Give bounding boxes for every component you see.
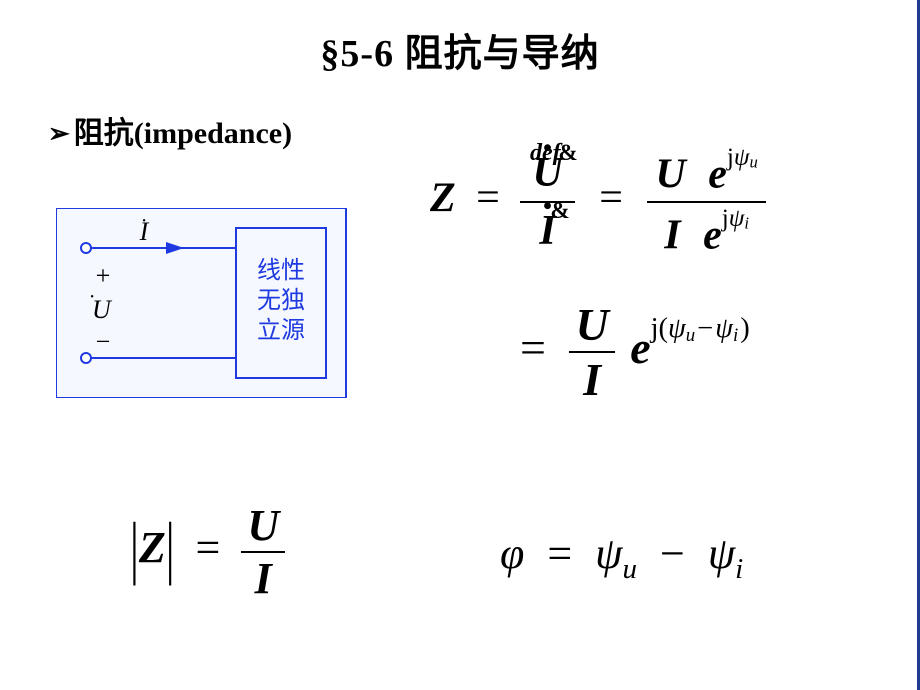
eq1-amp-i: & — [550, 197, 569, 224]
equation-1: Z = U & I & = U ejψu I ejψi — [430, 142, 766, 261]
terminal-minus: − — [94, 327, 112, 356]
eq2-I: I — [583, 354, 601, 405]
eq2-j: j — [651, 313, 659, 344]
eq1-amp-u: & — [558, 139, 577, 166]
eq1-psii-sub-bot: i — [744, 213, 749, 232]
eq4-psii-sub: i — [735, 553, 743, 585]
eq1-equals-2: = — [599, 175, 623, 221]
eq1-equals-1: = — [476, 175, 500, 221]
box-label-1: 线性 — [257, 257, 305, 284]
section-header-text: 阻抗(impedance) — [74, 117, 292, 150]
eq1-j-bot: j — [722, 205, 729, 232]
eq1-Z: Z — [430, 175, 456, 221]
equation-4: φ = ψu − ψi — [500, 528, 743, 586]
eq2-e: e — [630, 322, 650, 373]
eq3-abs-open: | — [130, 507, 139, 589]
eq4-phi: φ — [500, 529, 524, 578]
circuit-diagram: 线性 无独 立源 • I + • U − — [56, 208, 356, 398]
eq2-psii-sub: i — [733, 325, 738, 346]
label-U: U — [92, 295, 113, 324]
eq1-I: I — [664, 212, 680, 258]
eq1-U: U — [655, 152, 685, 198]
eq2-equals: = — [520, 322, 546, 373]
eq4-equals: = — [547, 529, 572, 578]
eq2-rparen: ) — [740, 313, 750, 344]
eq3-I: I — [255, 554, 272, 603]
eq2-psiu: ψ — [668, 313, 686, 344]
equation-3: |Z| = U I — [130, 500, 285, 604]
eq2-minus: − — [697, 313, 713, 344]
eq4-psiu: ψ — [595, 529, 622, 578]
eq1-e-top: e — [708, 152, 727, 198]
eq2-lparen: ( — [659, 313, 669, 344]
eq3-U: U — [247, 501, 279, 550]
eq4-psiu-sub: u — [623, 553, 638, 585]
eq3-equals: = — [196, 523, 221, 572]
eq2-psii: ψ — [715, 313, 733, 344]
eq4-minus: − — [660, 529, 685, 578]
eq3-Z: Z — [139, 523, 166, 572]
eq2-psiu-sub: u — [686, 325, 695, 346]
bullet-icon: ➢ — [48, 118, 70, 148]
eq2-U: U — [575, 299, 608, 350]
terminal-plus: + — [94, 261, 112, 290]
page-title: §5-6 阻抗与导纳 — [0, 0, 920, 77]
eq1-psiu-top: ψ — [734, 144, 750, 171]
eq1-psii-bot: ψ — [729, 205, 745, 232]
eq1-e-bot: e — [703, 212, 722, 258]
section-header: ➢阻抗(impedance) — [48, 108, 292, 152]
equation-2: = U I ej(ψu−ψi) — [520, 298, 750, 406]
label-I: I — [139, 217, 150, 246]
eq1-j-top: j — [727, 144, 734, 171]
eq3-abs-close: | — [166, 507, 175, 589]
box-label-2: 无独 — [257, 287, 305, 314]
eq4-psii: ψ — [708, 529, 735, 578]
eq1-psiu-sub-top: u — [750, 152, 758, 171]
box-label-3: 立源 — [257, 317, 305, 344]
